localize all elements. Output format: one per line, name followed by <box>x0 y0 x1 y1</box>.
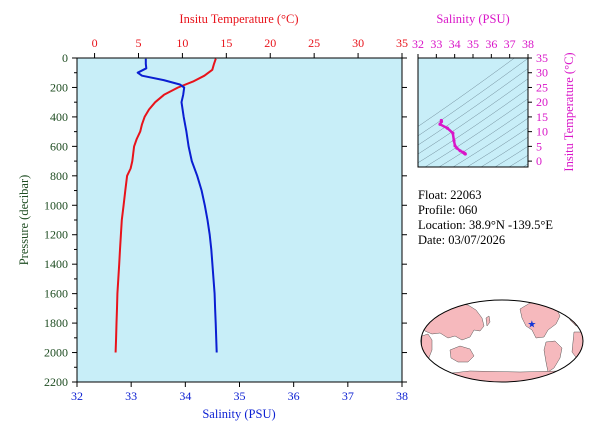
ts-point <box>452 138 456 143</box>
density-contour-line <box>520 48 595 177</box>
pressure-tick-label: 1800 <box>44 316 68 330</box>
density-contours <box>418 48 595 177</box>
pressure-tick-label: 1400 <box>44 257 68 271</box>
ts-salinity-tick-label: 32 <box>412 37 424 51</box>
density-contour-line <box>494 146 528 167</box>
ts-point <box>445 126 449 130</box>
pressure-tick-label: 800 <box>50 169 68 183</box>
top-axis-label: Insitu Temperature (°C) <box>179 12 298 26</box>
temperature-tick-label: 0 <box>92 36 98 50</box>
salinity-tick-label: 37 <box>342 389 354 403</box>
location-text: Location: 38.9°N -139.5°E <box>418 218 553 232</box>
ts-point <box>455 146 459 150</box>
ts-point <box>458 149 462 153</box>
salinity-tick-label: 32 <box>71 389 83 403</box>
ts-salinity-tick-label: 37 <box>504 37 516 51</box>
ts-temperature-tick-label: 20 <box>536 95 548 109</box>
density-contour-line <box>418 78 528 155</box>
ts-salinity-tick-label: 34 <box>449 37 461 51</box>
density-contour-line <box>418 58 515 127</box>
pressure-tick-label: 1600 <box>44 287 68 301</box>
density-contour-line <box>508 154 528 167</box>
salinity-tick-label: 38 <box>396 389 408 403</box>
island-japan <box>485 315 491 327</box>
pressure-tick-label: 600 <box>50 139 68 153</box>
temperature-profile-line <box>114 58 217 353</box>
date-text: Date: 03/07/2026 <box>418 233 506 247</box>
world-map: ★ <box>420 299 584 383</box>
density-contour-line <box>480 136 528 167</box>
ts-series-group <box>438 118 467 156</box>
density-contour-line <box>438 108 528 167</box>
temperature-tick-label: 10 <box>176 36 188 50</box>
density-contour-line <box>418 68 528 146</box>
pressure-tick-label: 0 <box>62 51 68 65</box>
ts-temperature-tick-label: 10 <box>536 125 548 139</box>
ts-salinity-tick-label: 36 <box>485 37 497 51</box>
pressure-tick-label: 1200 <box>44 228 68 242</box>
pressure-tick-label: 2200 <box>44 375 68 389</box>
continent-australia <box>449 345 475 363</box>
ts-salinity-tick-label: 35 <box>467 37 479 51</box>
ts-salinity-tick-label: 33 <box>430 37 442 51</box>
ts-point <box>439 120 444 124</box>
salinity-tick-label: 33 <box>125 389 137 403</box>
profile-series-group <box>114 58 218 353</box>
ts-temperature-tick-label: 25 <box>536 80 548 94</box>
profile-plot-background <box>76 57 403 383</box>
pressure-tick-label: 200 <box>50 80 68 94</box>
ts-temperature-tick-label: 0 <box>536 154 542 168</box>
profile-axes-group: 0200400600800100012001400160018002000220… <box>44 36 408 403</box>
temperature-tick-label: 35 <box>396 36 408 50</box>
density-contour-line <box>418 88 528 164</box>
float-location-marker: ★ <box>527 319 536 330</box>
density-contour-line <box>522 163 528 167</box>
salinity-tick-label: 34 <box>179 389 191 403</box>
ts-temperature-tick-label: 35 <box>536 51 548 65</box>
ts-temperature-tick-label: 15 <box>536 110 548 124</box>
density-contour-line <box>424 98 528 167</box>
ts-point <box>451 131 455 135</box>
salinity-profile-line <box>136 58 218 353</box>
pressure-tick-label: 400 <box>50 110 68 124</box>
map-frame <box>420 299 584 383</box>
island-greenland <box>559 300 571 307</box>
continent-antarctica <box>421 370 583 382</box>
pressure-axis-label: Pressure (decibar) <box>17 175 31 266</box>
temperature-tick-label: 15 <box>220 36 232 50</box>
salinity-tick-label: 35 <box>234 389 246 403</box>
ts-salinity-tick-label: 38 <box>522 37 534 51</box>
density-contour-line <box>418 58 528 137</box>
density-contour-line <box>466 127 528 167</box>
pressure-tick-label: 2000 <box>44 346 68 360</box>
profile-plot: 0200400600800100012001400160018002000220… <box>17 12 408 421</box>
salinity-tick-label: 36 <box>288 389 300 403</box>
ts-top-axis-label: Salinity (PSU) <box>436 12 509 26</box>
ts-diagram-background <box>418 58 528 167</box>
ts-point <box>438 122 442 126</box>
ts-right-axis-label: Insitu Temperature (°C) <box>562 52 576 171</box>
temperature-tick-label: 30 <box>352 36 364 50</box>
density-contour-line <box>452 117 528 167</box>
ts-point <box>453 144 457 148</box>
ts-temperature-tick-label: 30 <box>536 66 548 80</box>
ts-temperature-tick-label: 5 <box>536 139 542 153</box>
pressure-tick-label: 1000 <box>44 198 68 212</box>
float-id-text: Float: 22063 <box>418 188 482 202</box>
temperature-tick-label: 25 <box>308 36 320 50</box>
bottom-axis-label: Salinity (PSU) <box>202 407 275 421</box>
profile-number-text: Profile: 060 <box>418 203 478 217</box>
temperature-tick-label: 5 <box>135 36 141 50</box>
temperature-tick-label: 20 <box>264 36 276 50</box>
continent-south-america <box>543 340 563 373</box>
ts-point <box>463 152 467 156</box>
